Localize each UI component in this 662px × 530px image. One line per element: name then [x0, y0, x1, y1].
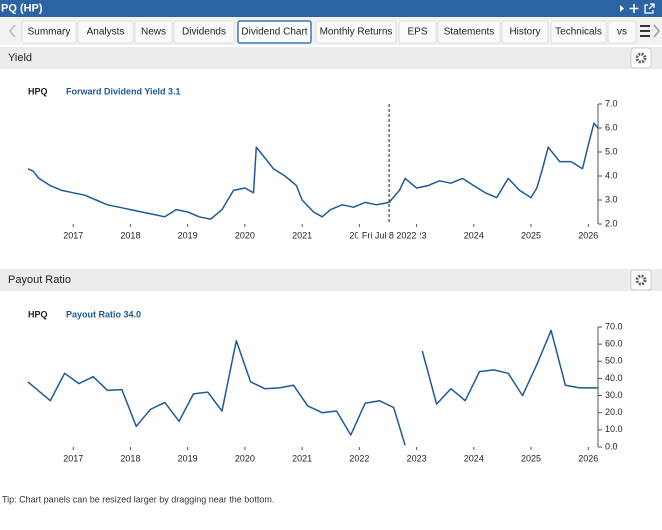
tab-box[interactable]	[173, 20, 235, 44]
tab-box[interactable]	[501, 20, 549, 44]
y-tick-label: 7.0	[605, 98, 618, 108]
tab-box[interactable]	[550, 20, 607, 44]
y-tick-label: 4.0	[605, 170, 618, 180]
panel-header	[0, 269, 662, 291]
tab-label[interactable]: News	[141, 27, 166, 38]
tab-label[interactable]: Monthly Returns	[320, 27, 393, 38]
y-tick-label: 0.0	[605, 441, 618, 451]
tab-box[interactable]	[134, 20, 173, 44]
tab[interactable]: Statements	[437, 20, 501, 44]
settings-icon[interactable]	[635, 274, 647, 286]
x-tick-label: 2018	[120, 453, 140, 463]
settings-button[interactable]	[630, 47, 652, 69]
tab-label[interactable]: Statements	[444, 27, 495, 38]
x-tick-label: 2023	[407, 453, 427, 463]
y-tick-label: 6.0	[605, 122, 618, 132]
legend-ticker: HPQ	[28, 309, 48, 319]
x-tick-label: 2024	[464, 453, 484, 463]
tab[interactable]: EPS	[398, 20, 437, 44]
legend-entry: Payout Ratio 34.0	[66, 309, 141, 319]
tab-label[interactable]: Technicals	[555, 27, 602, 38]
legend-entry: Forward Dividend Yield 3.1	[66, 86, 181, 96]
tab[interactable]: History	[501, 20, 549, 44]
tab[interactable]: Summary	[21, 20, 77, 44]
x-tick-label: 2025	[521, 230, 541, 240]
settings-button[interactable]	[630, 269, 652, 291]
tab-box[interactable]	[77, 20, 134, 44]
legend-ticker: HPQ	[28, 86, 48, 96]
y-tick-label: 40.0	[605, 373, 623, 383]
tab[interactable]: Analysts	[77, 20, 134, 44]
play-icon[interactable]	[620, 5, 624, 12]
crosshair-label-bg	[358, 229, 421, 243]
move-icon[interactable]	[629, 4, 639, 13]
x-tick-label: 2020	[235, 453, 255, 463]
tab-menu[interactable]	[640, 25, 650, 37]
x-tick-label: 2025	[521, 453, 541, 463]
panel-title: Payout Ratio	[8, 274, 71, 286]
y-tick-label: 70.0	[605, 321, 623, 331]
x-tick-label: 2018	[120, 230, 140, 240]
tab-box[interactable]	[398, 20, 437, 44]
settings-icon[interactable]	[635, 52, 647, 64]
tab-box[interactable]	[607, 20, 637, 44]
tab[interactable]: Monthly Returns	[315, 20, 397, 44]
series-line	[27, 122, 599, 220]
y-tick-label: 60.0	[605, 339, 623, 349]
tabs: Summary Analysts News Dividends Dividend Cha…	[21, 20, 637, 44]
tab-box[interactable]	[315, 20, 397, 44]
y-tick-label: 3.0	[605, 194, 618, 204]
title-bar	[0, 0, 662, 17]
series-line	[27, 329, 598, 446]
crosshair-label: Fri Jul 8 2022	[362, 230, 417, 240]
x-tick-label: 2017	[63, 230, 83, 240]
tab-label[interactable]: Dividend Chart	[241, 27, 307, 38]
tab-label[interactable]: History	[509, 27, 540, 38]
tab[interactable]: Dividends	[173, 20, 235, 44]
popout-icon[interactable]	[644, 3, 655, 14]
tab[interactable]: vs	[607, 20, 637, 44]
tab[interactable]: News	[134, 20, 173, 44]
tab-label[interactable]: Dividends	[182, 27, 226, 38]
x-tick-label: 2024	[464, 230, 484, 240]
y-tick-label: 30.0	[605, 390, 623, 400]
x-tick-label: 2019	[178, 453, 198, 463]
tab-label[interactable]: Analysts	[87, 27, 125, 38]
tab-scroll-right[interactable]	[653, 24, 660, 38]
tab-scroll-left[interactable]	[9, 24, 16, 38]
panel-header	[0, 47, 662, 69]
tab-box[interactable]	[437, 20, 501, 44]
tab[interactable]: Dividend Chart	[237, 20, 312, 44]
y-tick-label: 5.0	[605, 146, 618, 156]
x-tick-label: 2026	[578, 230, 598, 240]
tab[interactable]: Technicals	[550, 20, 607, 44]
y-tick-label: 2.0	[605, 218, 618, 228]
x-tick-label: 2021	[292, 453, 312, 463]
window-title: PQ (HP)	[1, 2, 43, 14]
x-tick-label: 2019	[178, 230, 198, 240]
x-tick-label: 2026	[578, 453, 598, 463]
tab-box[interactable]	[237, 20, 312, 44]
x-tick-label: 2022	[349, 453, 369, 463]
y-tick-label: 50.0	[605, 356, 623, 366]
tab-label[interactable]: EPS	[407, 27, 427, 38]
y-tick-label: 20.0	[605, 407, 623, 417]
x-tick-label: 2021	[292, 230, 312, 240]
tab-label[interactable]: Summary	[28, 27, 71, 38]
y-tick-label: 10.0	[605, 424, 623, 434]
x-tick-label: 2017	[63, 453, 83, 463]
panel-title: Yield	[8, 52, 32, 64]
x-tick-label: 2020	[235, 230, 255, 240]
tab-box[interactable]	[21, 20, 77, 44]
tab-label[interactable]: vs	[617, 27, 627, 38]
tip: Tip: Chart panels can be resized larger …	[2, 494, 274, 504]
